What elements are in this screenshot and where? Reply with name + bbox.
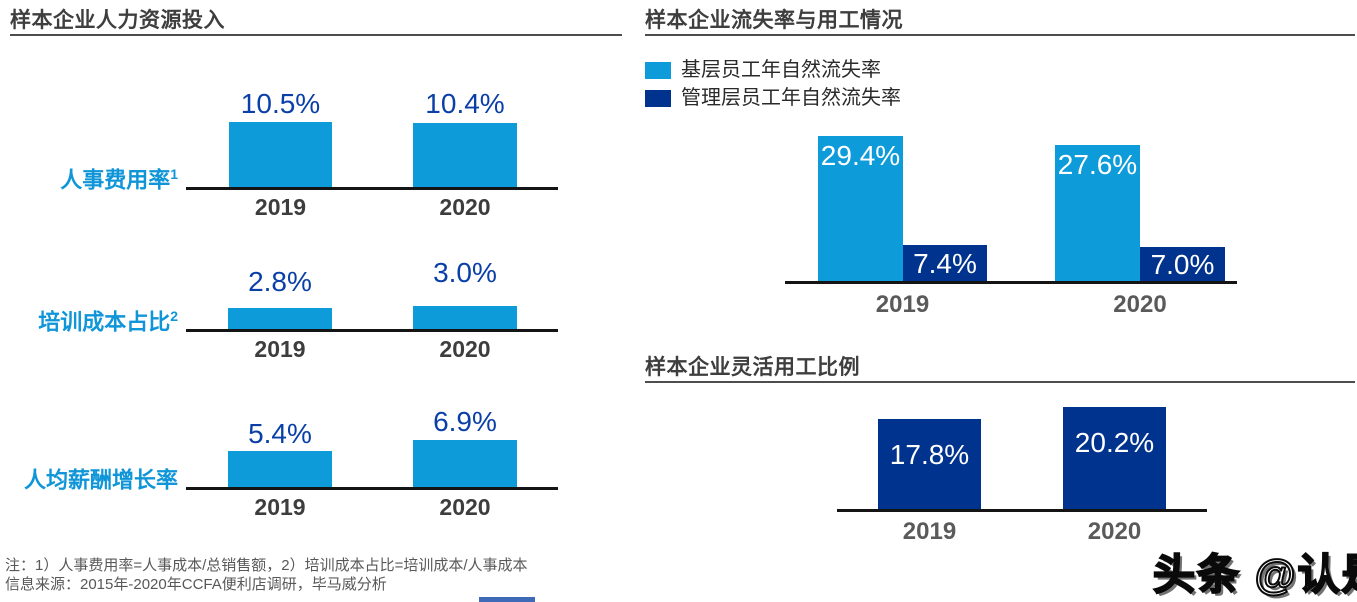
row-label-text: 人均薪酬增长率: [23, 467, 178, 493]
flexible-title-rule: [645, 381, 1355, 383]
legend-swatch-management: [645, 90, 671, 107]
bar-training-2020: [413, 306, 517, 331]
turnover-chart-title: 样本企业流失率与用工情况: [645, 9, 903, 32]
inbar-label-management-2019: 7.4%: [913, 248, 977, 279]
inbar-label-frontline-2020: 27.6%: [1057, 149, 1138, 180]
turnover-title-rule: [645, 34, 1355, 36]
inbar-label-frontline-2019: 29.4%: [820, 140, 901, 171]
axis-line: [837, 509, 1207, 512]
inbar-label-management-2020: 7.0%: [1150, 249, 1215, 280]
legend-label-management: 管理层员工年自然流失率: [681, 87, 901, 109]
axis-line: [785, 281, 1237, 284]
bar-flexible-2019: [878, 419, 981, 511]
legend-label-frontline: 基层员工年自然流失率: [681, 59, 881, 81]
row-label-text: 培训成本占比: [38, 309, 171, 335]
footnote-source: 信息来源：2015年-2020年CCFA便利店调研，毕马威分析: [5, 576, 387, 593]
bar-training-2019: [228, 308, 332, 331]
bar-salary-2019: [228, 451, 332, 489]
row-label-text: 人事费用率: [60, 167, 171, 193]
flexible-chart-title: 样本企业灵活用工比例: [645, 356, 860, 379]
year-label: 2019: [875, 291, 930, 318]
value-label: 10.5%: [240, 88, 321, 119]
axis-line: [186, 187, 558, 190]
bar-management-2019: [903, 245, 987, 283]
footnote-definitions: 注：1）人事费用率=人事成本/总销售额，2）培训成本占比=培训成本/人事成本: [5, 557, 528, 574]
page-edge-artifact: [479, 597, 535, 602]
year-label: 2019: [254, 194, 307, 220]
left-panel-title: 样本企业人力资源投入: [10, 9, 225, 32]
year-label: 2020: [439, 194, 491, 220]
year-label: 2020: [1087, 518, 1142, 545]
year-label: 2019: [254, 494, 306, 520]
watermark-toutiao: 头条 @认是: [1152, 550, 1357, 599]
value-label: 3.0%: [433, 257, 497, 288]
value-label: 2.8%: [248, 266, 312, 297]
inbar-label-flexible-2020: 20.2%: [1074, 427, 1155, 458]
bar-flexible-2020: [1063, 407, 1166, 511]
bar-frontline-2019: [818, 136, 903, 283]
row-label-training-cost-ratio: 培训成本占比2: [0, 304, 178, 334]
bar-frontline-2020: [1055, 145, 1140, 283]
legend-swatch-frontline: [645, 62, 671, 79]
axis-line: [186, 487, 558, 490]
left-panel-title-rule: [10, 34, 622, 36]
axis-line: [186, 329, 558, 332]
value-label: 10.4%: [425, 88, 505, 119]
bar-management-2020: [1140, 247, 1225, 283]
year-label: 2020: [1113, 291, 1167, 318]
year-label: 2019: [902, 518, 957, 545]
bar-salary-2020: [413, 440, 517, 489]
row-label-superscript: 1: [170, 166, 178, 182]
value-label: 6.9%: [433, 406, 497, 437]
year-label: 2020: [439, 494, 491, 520]
row-label-salary-growth-rate: 人均薪酬增长率: [0, 462, 178, 492]
row-label-personnel-expense-rate: 人事费用率1: [0, 162, 178, 192]
year-label: 2020: [439, 336, 491, 362]
row-label-superscript: 2: [170, 308, 178, 324]
bar-personnel-2019: [229, 122, 332, 189]
inbar-label-flexible-2019: 17.8%: [889, 439, 970, 470]
value-label: 5.4%: [248, 418, 312, 449]
year-label: 2019: [254, 336, 306, 362]
bar-personnel-2020: [413, 123, 517, 189]
